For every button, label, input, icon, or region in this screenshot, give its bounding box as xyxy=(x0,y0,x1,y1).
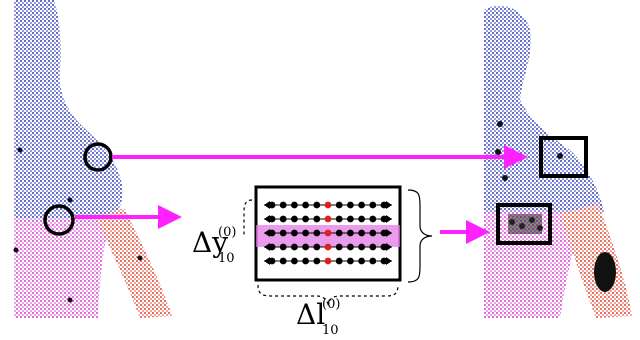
grid-row-arrowhead xyxy=(386,215,392,223)
grid-dot xyxy=(268,243,276,251)
right-feature-dots xyxy=(495,121,616,292)
grid-dot xyxy=(358,201,365,209)
grid-dot xyxy=(369,257,377,265)
grid-dot xyxy=(313,215,321,223)
right-upper-body xyxy=(484,5,604,213)
grid-panel xyxy=(254,185,402,282)
grid-rows xyxy=(264,201,392,265)
grid-dot xyxy=(358,215,365,223)
grid-dot xyxy=(358,257,365,265)
grid-row-arrowhead xyxy=(386,201,392,209)
grid-row-arrowhead xyxy=(386,257,392,265)
grid-dot xyxy=(302,257,309,265)
grid-dot xyxy=(313,229,321,237)
grid-dot xyxy=(279,201,287,209)
grid-dot xyxy=(313,243,321,251)
grid-dot xyxy=(347,257,354,265)
grid-dot xyxy=(313,201,321,209)
grid-dot xyxy=(291,257,298,265)
left-upper-body xyxy=(14,0,123,218)
grid-dot xyxy=(268,229,276,237)
delta-y-superscript: (0) xyxy=(218,225,236,240)
grid-dot xyxy=(369,243,377,251)
grid-dot xyxy=(347,201,354,209)
grid-dot xyxy=(380,229,388,237)
grid-dot xyxy=(369,215,377,223)
grid-dot xyxy=(291,215,298,223)
grid-row-arrowhead xyxy=(264,257,270,265)
grid-dot xyxy=(291,243,298,251)
grid-dot xyxy=(335,215,343,223)
grid-row-arrowhead xyxy=(264,201,270,209)
grid-dot xyxy=(302,243,309,251)
grid-dot xyxy=(279,229,287,237)
grid-center-dot xyxy=(324,243,332,251)
grid-dot xyxy=(369,201,377,209)
left-shoulder-circle xyxy=(83,142,113,172)
grid-row-arrowhead xyxy=(386,243,392,251)
grid-dot xyxy=(291,229,298,237)
grid-row-arrowhead xyxy=(386,229,392,237)
left-armpit-circle xyxy=(43,204,75,236)
grid-dot xyxy=(268,215,276,223)
delta-l-label: Δl xyxy=(296,298,325,331)
vertical-brace xyxy=(407,189,433,283)
left-dashed-bracket xyxy=(243,199,253,236)
left-point-cloud xyxy=(13,0,172,318)
grid-dot xyxy=(347,215,354,223)
left-arm xyxy=(96,208,172,318)
right-armpit-cluster xyxy=(508,214,543,234)
delta-y-label: Δy xyxy=(192,226,228,259)
grid-dot xyxy=(335,257,343,265)
grid-dot xyxy=(380,257,388,265)
grid-dot xyxy=(335,243,343,251)
grid-row xyxy=(264,257,392,265)
grid-dot xyxy=(380,215,388,223)
left-lower-body xyxy=(14,218,112,318)
grid-dot xyxy=(380,243,388,251)
grid-dot xyxy=(380,201,388,209)
grid-row xyxy=(264,215,392,223)
horizontal-brace xyxy=(257,284,399,306)
grid-dot xyxy=(335,229,343,237)
grid-dot xyxy=(347,229,354,237)
grid-dot xyxy=(313,257,321,265)
grid-dot xyxy=(369,229,377,237)
delta-l-superscript: (0) xyxy=(322,297,340,312)
grid-dot xyxy=(291,201,298,209)
grid-dot xyxy=(302,201,309,209)
grid-center-dot xyxy=(324,201,332,209)
grid-row xyxy=(264,201,392,209)
grid-row-arrowhead xyxy=(264,229,270,237)
grid-dot xyxy=(358,229,365,237)
left-feature-dots xyxy=(13,147,143,303)
right-shoulder-box xyxy=(539,136,588,178)
grid-dot xyxy=(335,201,343,209)
grid-dot xyxy=(347,243,354,251)
right-point-cloud xyxy=(484,5,632,318)
grid-row xyxy=(264,243,392,251)
grid-dot xyxy=(279,243,287,251)
grid-dot xyxy=(268,257,276,265)
delta-y-subscript: 10 xyxy=(218,251,235,266)
grid-dot xyxy=(279,257,287,265)
grid-row xyxy=(264,229,392,237)
grid-dot xyxy=(268,201,276,209)
grid-center-dot xyxy=(324,215,332,223)
grid-dot xyxy=(279,215,287,223)
right-lower-body xyxy=(484,212,586,318)
grid-dot xyxy=(358,243,365,251)
delta-l-subscript: 10 xyxy=(322,323,339,338)
grid-dot xyxy=(302,229,309,237)
grid-row-arrowhead xyxy=(264,243,270,251)
grid-center-dot xyxy=(324,229,332,237)
grid-center-dot xyxy=(324,257,332,265)
right-armpit-box xyxy=(496,203,552,245)
grid-dot xyxy=(302,215,309,223)
grid-row-arrowhead xyxy=(264,215,270,223)
